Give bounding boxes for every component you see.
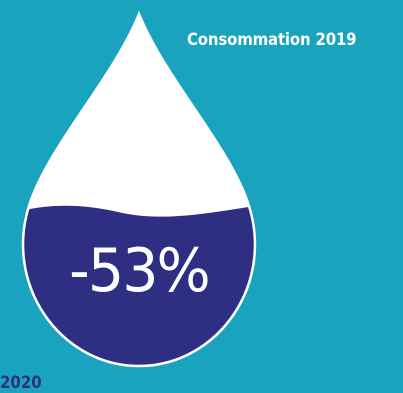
water-drop-graphic	[21, 10, 257, 368]
label-consumption-2019: Consommation 2019	[187, 30, 357, 50]
label-consumption-2020: 2020	[0, 373, 42, 393]
drop-outline	[21, 10, 257, 368]
reduction-percent: -53%	[69, 236, 211, 306]
